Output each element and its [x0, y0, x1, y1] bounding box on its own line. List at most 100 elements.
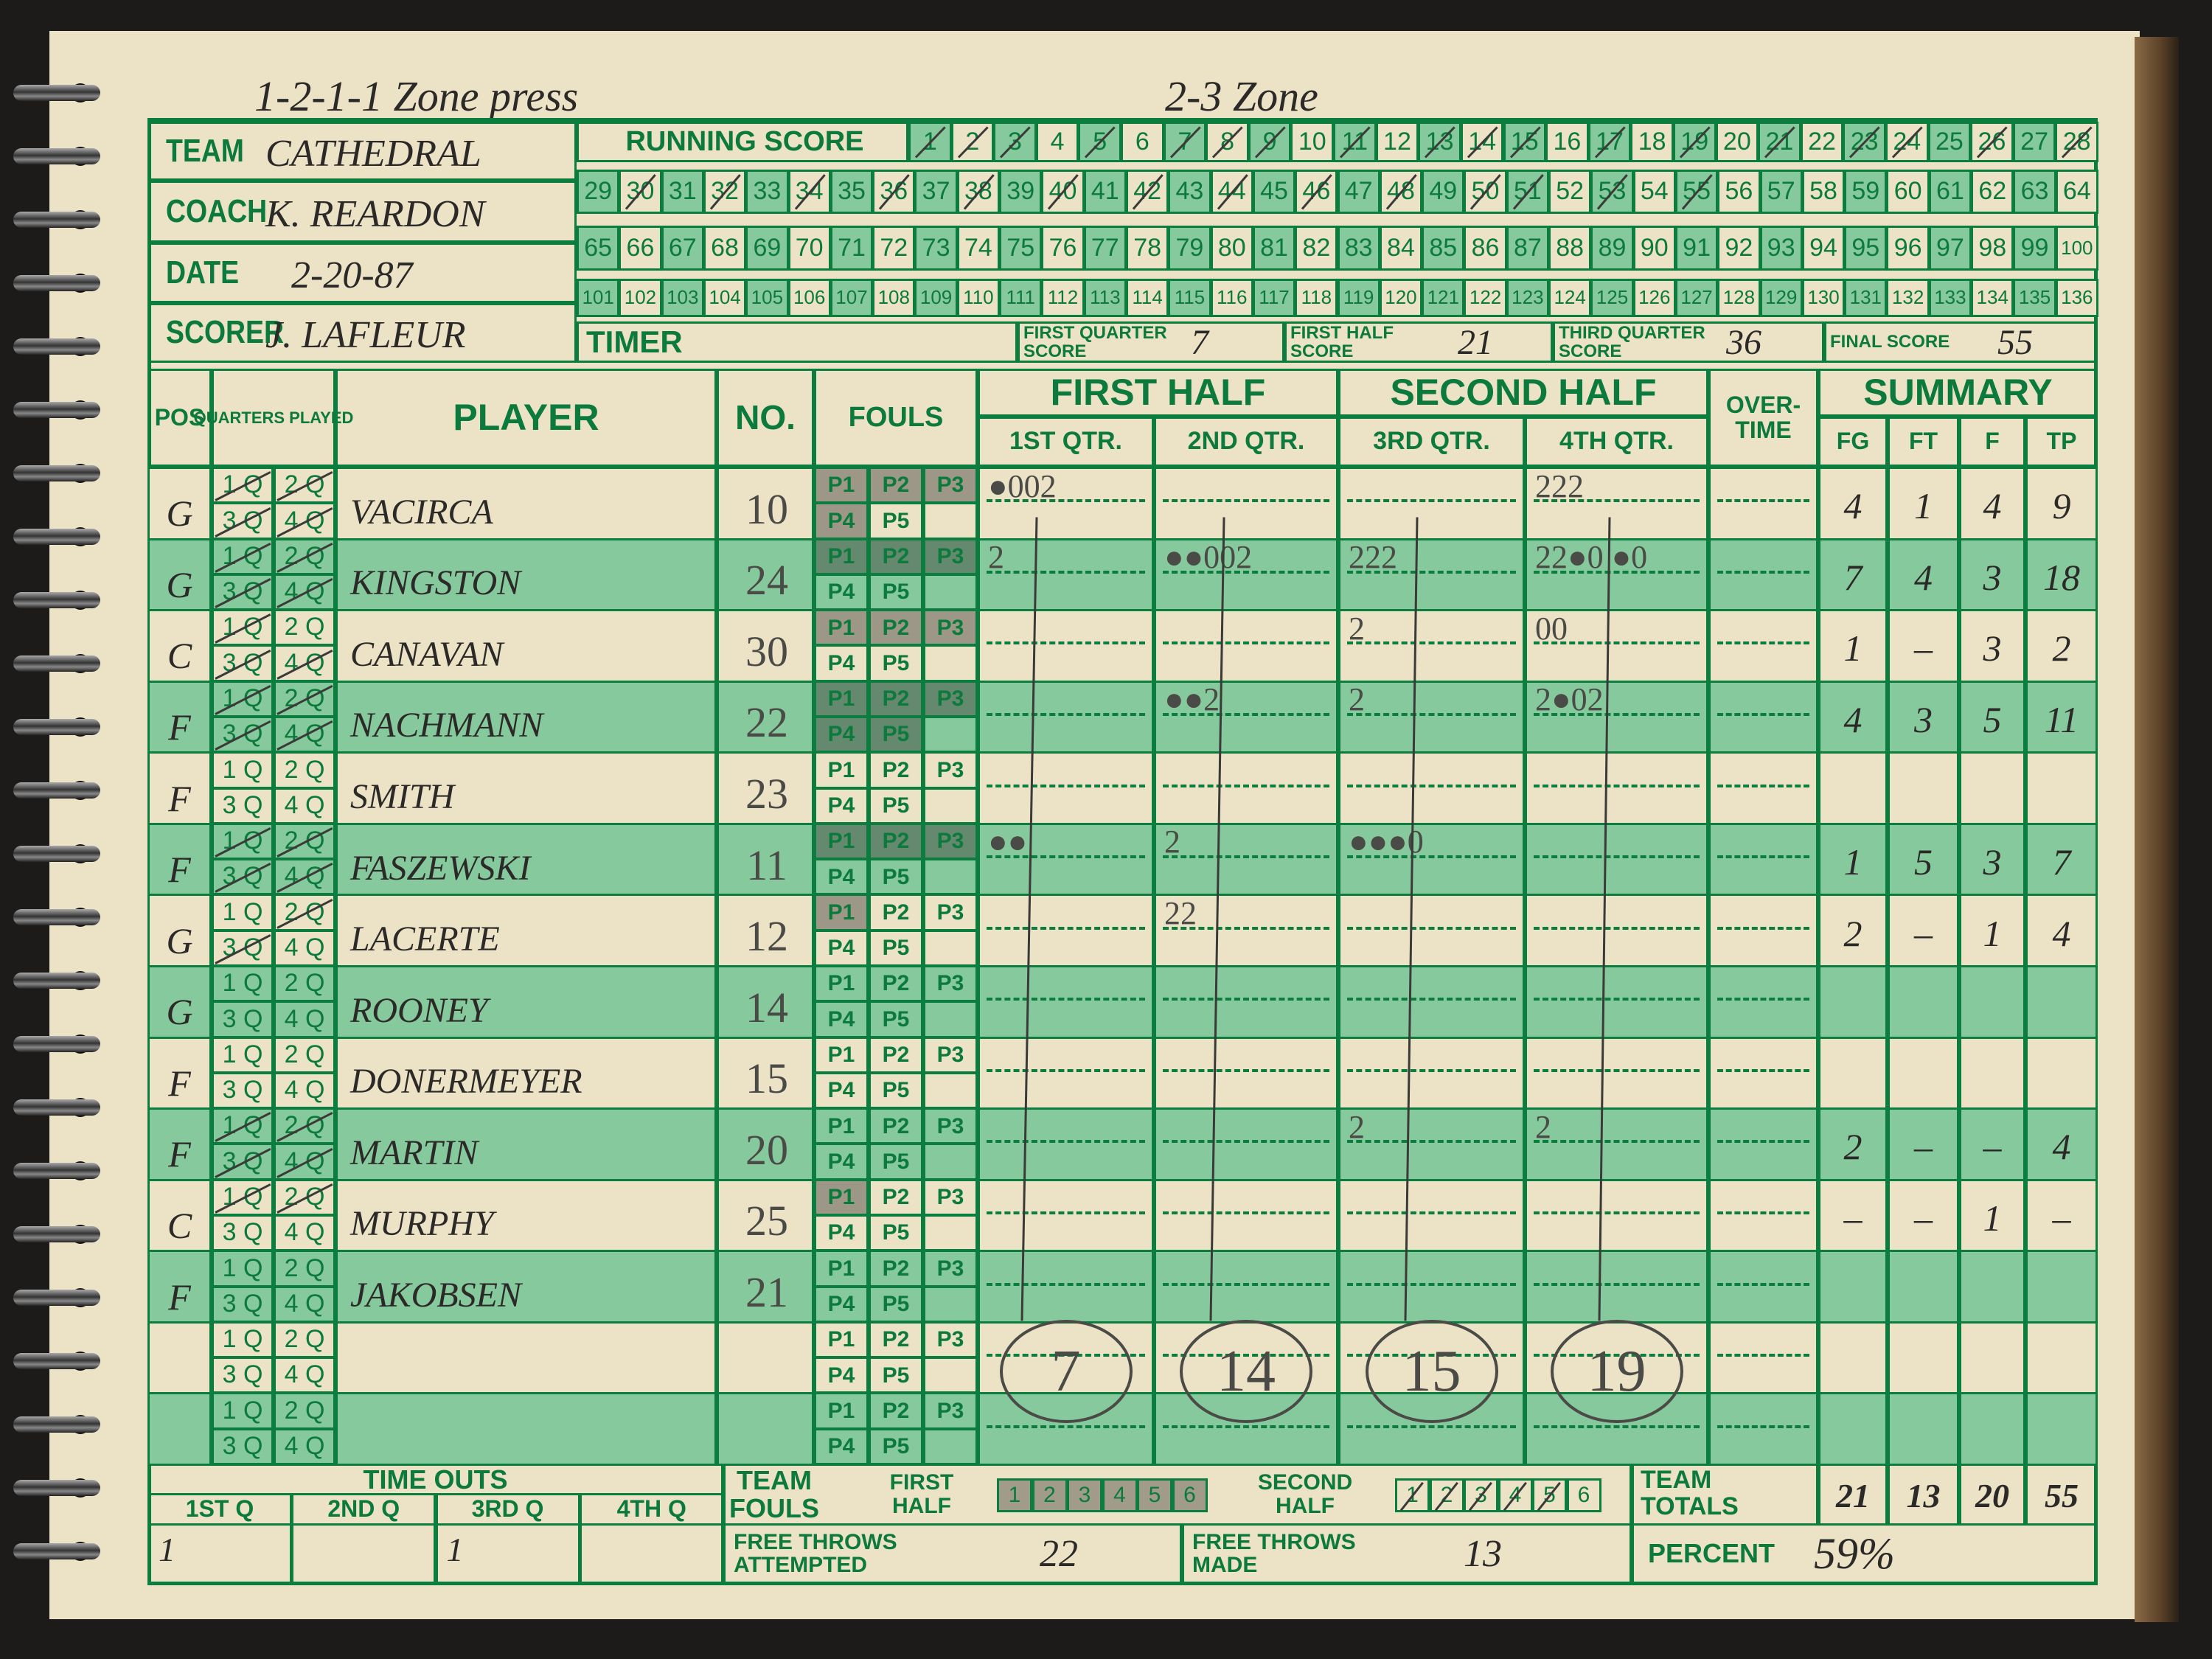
summary-ft: 1	[1914, 485, 1933, 527]
team-foul-box-second-half: 6	[1566, 1478, 1601, 1512]
running-score-cell: 16	[1545, 122, 1589, 162]
foul-box-p4: P4	[814, 858, 869, 896]
quarter-score-entry	[988, 967, 1150, 1002]
player-position: C	[167, 635, 192, 677]
player-name: MARTIN	[350, 1133, 479, 1172]
col-tp-cell	[2025, 417, 2098, 467]
score-line	[1534, 998, 1700, 1001]
score-line	[1163, 784, 1329, 787]
foul-box-empty	[923, 1001, 978, 1038]
running-score-cell: 6	[1121, 122, 1164, 162]
timeout-value-cell	[579, 1523, 724, 1584]
running-score-cell: 39	[999, 170, 1043, 214]
period-score-box	[1284, 321, 1553, 363]
timeout-quarter-header: 3RD Q	[435, 1493, 580, 1526]
quarter-score-entry: 222	[1535, 467, 1584, 504]
ft-attempted-value: 22	[1040, 1532, 1078, 1575]
foul-box-empty	[923, 1285, 978, 1323]
running-score-cell: 109	[914, 279, 958, 317]
running-score-cell: 74	[956, 226, 1001, 271]
running-score-cell: 69	[745, 226, 789, 271]
score-line	[1534, 641, 1700, 645]
col-q1: 1ST QTR.	[1009, 427, 1123, 456]
score-line	[1717, 1140, 1809, 1144]
row-cell-ot	[1708, 894, 1818, 967]
quarter-score-entry	[988, 1038, 1150, 1074]
score-line	[987, 570, 1145, 574]
foul-box-p2: P2	[869, 1321, 923, 1359]
quarter-played-box: 1 Q	[212, 1392, 274, 1430]
foul-box-p1: P1	[814, 1250, 869, 1287]
running-score-cell: 62	[1971, 170, 2014, 214]
quarter-played-box: 4 Q	[274, 929, 335, 967]
quarter-score-entry	[1349, 1180, 1520, 1216]
foul-box-p1: P1	[814, 1107, 869, 1145]
score-line	[1347, 1211, 1516, 1214]
second-half-fouls-label: SECOND HALF	[1257, 1470, 1353, 1518]
quarter-score-entry	[1535, 895, 1704, 931]
running-score-cell: 111	[999, 279, 1043, 317]
quarter-played-box: 3 Q	[212, 1427, 274, 1465]
foul-box-p2: P2	[869, 1107, 923, 1145]
foul-box-p3: P3	[923, 1036, 978, 1074]
timer-cell	[577, 321, 1018, 363]
score-line	[1534, 499, 1700, 503]
ft-made-label: FREE THROWS MADE	[1192, 1529, 1356, 1577]
quarter-played-box: 4 Q	[274, 1427, 335, 1465]
running-score-cell: 106	[787, 279, 831, 317]
spiral-ring	[13, 1543, 100, 1559]
running-score-cell: 22	[1800, 122, 1844, 162]
running-score-cell: 63	[2013, 170, 2056, 214]
running-score-cell: 75	[999, 226, 1043, 271]
score-line	[1534, 855, 1700, 859]
foul-box-p4: P4	[814, 1071, 869, 1110]
running-score-cell: 83	[1337, 226, 1380, 271]
score-line	[1534, 1068, 1700, 1072]
quarter-score-entry: 2	[1349, 1108, 1365, 1145]
team-value: CATHEDRAL	[265, 132, 481, 175]
foul-box-p5: P5	[869, 1357, 923, 1394]
coach-label: COACH	[166, 192, 268, 229]
summary-fg	[1818, 1329, 1888, 1393]
running-score-cell: 113	[1083, 279, 1127, 317]
summary-ft: –	[1914, 912, 1933, 954]
score-line	[1717, 1068, 1809, 1072]
score-line	[1717, 1211, 1809, 1214]
running-score-cell: 93	[1759, 226, 1803, 271]
quarter-played-box: 3 Q	[212, 1071, 274, 1110]
score-line	[987, 713, 1145, 716]
running-score-cell: 117	[1252, 279, 1296, 317]
running-score-cell: 81	[1252, 226, 1296, 271]
running-score-cell: 131	[1844, 279, 1888, 317]
running-score-cell: 135	[2013, 279, 2056, 317]
running-score-cell: 52	[1548, 170, 1592, 214]
running-score-cell: 100	[2055, 226, 2098, 271]
summary-fg	[1818, 1044, 1888, 1108]
running-score-cell: 47	[1337, 170, 1380, 214]
player-row-bg	[147, 965, 2098, 1037]
col-q3: 3RD QTR.	[1373, 427, 1490, 456]
foul-box-p1: P1	[814, 1178, 869, 1216]
summary-f	[1959, 1399, 2025, 1464]
quarter-played-box: 4 Q	[274, 1001, 335, 1038]
foul-box-p4: P4	[814, 1427, 869, 1465]
row-cell-ot	[1708, 467, 1818, 540]
running-score-cell: 78	[1125, 226, 1169, 271]
running-score-cell: 66	[619, 226, 662, 271]
spiral-ring	[13, 212, 100, 228]
running-score-cell: 130	[1801, 279, 1846, 317]
running-score-cell: 71	[830, 226, 874, 271]
summary-fg	[1818, 1257, 1888, 1321]
foul-box-empty	[923, 787, 978, 824]
running-score-cell: 132	[1886, 279, 1930, 317]
quarter-played-box: 4 Q	[274, 1214, 335, 1252]
quarter-score-entry	[988, 682, 1150, 717]
col-q4: 4TH QTR.	[1559, 427, 1674, 456]
foul-box-p2: P2	[869, 822, 923, 860]
quarter-score-entry: 2	[1535, 1108, 1551, 1145]
summary-ft	[1888, 1257, 1959, 1321]
running-score-cell: 127	[1674, 279, 1719, 317]
running-score-cell: 82	[1295, 226, 1338, 271]
score-line	[987, 1282, 1145, 1286]
spiral-ring	[13, 85, 100, 101]
